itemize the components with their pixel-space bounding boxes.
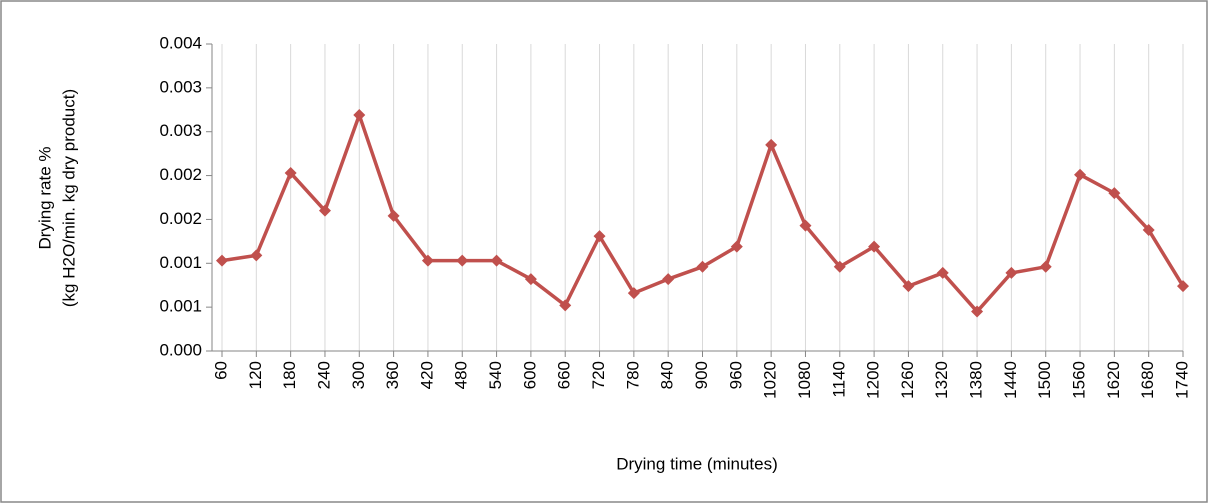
data-point bbox=[627, 287, 640, 300]
data-point bbox=[696, 260, 709, 273]
x-tick-label: 1260 bbox=[898, 361, 917, 399]
data-point bbox=[765, 138, 778, 151]
x-tick-label: 120 bbox=[246, 361, 265, 389]
data-point bbox=[216, 254, 228, 267]
x-tick-label: 180 bbox=[280, 361, 299, 389]
y-tick-label: 0.001 bbox=[159, 253, 202, 272]
x-tick-label: 1680 bbox=[1138, 361, 1157, 399]
x-tick-label: 600 bbox=[520, 361, 539, 389]
x-tick-label: 780 bbox=[623, 361, 642, 389]
x-tick-label: 900 bbox=[692, 361, 711, 389]
data-point bbox=[284, 166, 297, 179]
x-tick-label: 1500 bbox=[1035, 361, 1054, 399]
data-point bbox=[971, 305, 984, 318]
x-tick-label: 1140 bbox=[829, 361, 848, 398]
y-tick-label: 0.001 bbox=[159, 297, 202, 316]
y-tick-label: 0.002 bbox=[159, 209, 202, 228]
x-tick-label: 480 bbox=[452, 361, 471, 389]
data-point bbox=[833, 260, 846, 273]
x-tick-label: 420 bbox=[417, 361, 436, 389]
x-tick-label: 840 bbox=[658, 361, 677, 389]
x-tick-label: 1620 bbox=[1104, 361, 1123, 399]
data-point bbox=[524, 273, 537, 286]
y-tick-label: 0.003 bbox=[159, 121, 202, 140]
x-tick-label: 240 bbox=[314, 361, 333, 389]
x-tick-label: 1080 bbox=[795, 361, 814, 399]
data-point bbox=[353, 109, 366, 122]
x-axis-label: Drying time (minutes) bbox=[616, 454, 778, 473]
x-tick-label: 1380 bbox=[967, 361, 986, 399]
data-point bbox=[730, 240, 743, 253]
data-point bbox=[1177, 280, 1189, 293]
data-point bbox=[1039, 260, 1052, 273]
data-point bbox=[318, 204, 331, 217]
data-point bbox=[868, 240, 881, 253]
data-point bbox=[1005, 266, 1018, 279]
x-tick-label: 660 bbox=[555, 361, 574, 389]
x-tick-label: 1020 bbox=[761, 361, 780, 399]
x-tick-label: 720 bbox=[589, 361, 608, 389]
y-tick-label: 0.000 bbox=[159, 340, 202, 359]
y-tick-label: 0.004 bbox=[159, 33, 202, 52]
y-tick-label: 0.003 bbox=[159, 77, 202, 96]
data-point bbox=[936, 266, 949, 279]
x-tick-label: 1740 bbox=[1172, 361, 1191, 399]
data-point bbox=[662, 273, 675, 286]
y-tick-label: 0.002 bbox=[159, 165, 202, 184]
x-tick-label: 1560 bbox=[1070, 361, 1089, 399]
x-tick-label: 60 bbox=[211, 361, 230, 380]
data-point bbox=[559, 299, 572, 312]
y-axis-label: Drying rate % bbox=[35, 147, 54, 250]
x-tick-label: 300 bbox=[349, 361, 368, 389]
x-tick-label: 540 bbox=[486, 361, 505, 389]
x-tick-label: 960 bbox=[726, 361, 745, 389]
data-point bbox=[490, 254, 503, 267]
data-point bbox=[1074, 168, 1087, 181]
data-point bbox=[593, 230, 606, 243]
data-point bbox=[387, 209, 400, 222]
data-point bbox=[1142, 223, 1155, 236]
x-tick-label: 360 bbox=[383, 361, 402, 389]
data-point bbox=[799, 219, 812, 232]
data-point bbox=[1108, 187, 1121, 200]
y-axis-label: (kg H2O/min. kg dry product) bbox=[59, 89, 78, 307]
x-tick-label: 1440 bbox=[1001, 361, 1020, 399]
data-point bbox=[456, 254, 469, 267]
data-point bbox=[250, 249, 263, 262]
x-tick-label: 1200 bbox=[864, 361, 883, 399]
x-tick-label: 1320 bbox=[932, 361, 951, 399]
data-point bbox=[902, 280, 915, 293]
data-point bbox=[421, 254, 434, 267]
